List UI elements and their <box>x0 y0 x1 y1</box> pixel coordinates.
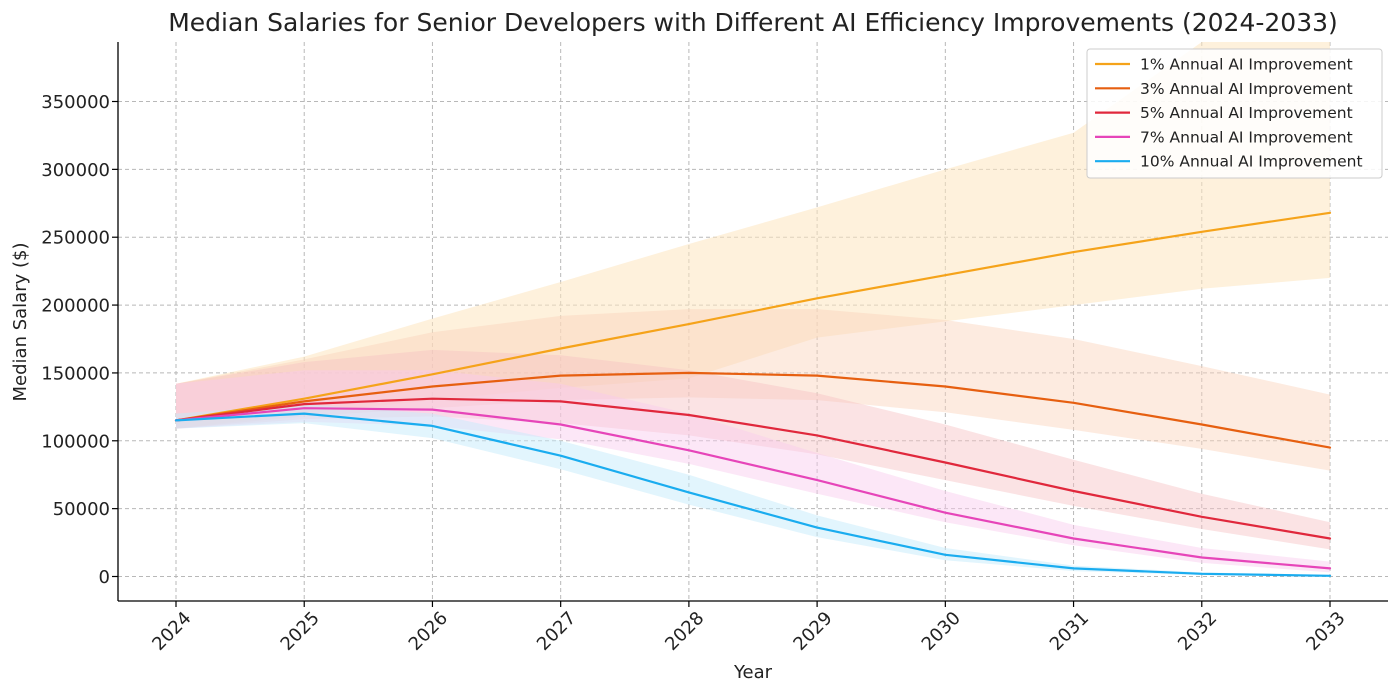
x-tick-label: 2028 <box>661 608 708 655</box>
y-tick-labels: 0 50000 100000 150000 200000 250000 300000 3500… <box>41 92 110 588</box>
x-axis-label: Year <box>733 662 773 683</box>
y-tick-label: 0 <box>99 567 110 588</box>
legend-label-4: 7% Annual AI Improvement <box>1140 128 1353 146</box>
legend-box <box>1086 48 1383 179</box>
series-line-1 <box>174 211 1332 422</box>
x-tick-label: 2033 <box>1302 608 1349 655</box>
legend-label-5: 10% Annual AI Improvement <box>1140 153 1363 171</box>
series-line-5 <box>174 412 1332 577</box>
x-tick-label: 2027 <box>533 608 580 655</box>
series-line-3 <box>174 397 1332 540</box>
legend-label-3: 5% Annual AI Improvement <box>1140 104 1353 122</box>
series-lines <box>174 211 1332 577</box>
legend-label-2: 3% Annual AI Improvement <box>1140 80 1353 98</box>
y-tick-label: 350000 <box>41 92 110 113</box>
legend: 1% Annual AI Improvement 3% Annual AI Imp… <box>1086 48 1383 179</box>
x-tick-labels: 2024 2025 2026 2027 2028 2029 2030 2031 2032 2033 <box>148 608 1349 655</box>
series-line-2 <box>174 371 1332 449</box>
x-tick-label: 2029 <box>789 608 836 655</box>
y-tick-label: 50000 <box>53 499 110 520</box>
y-tick-label: 150000 <box>41 363 110 384</box>
confidence-band-1 <box>176 42 1330 429</box>
x-tick-label: 2026 <box>405 608 452 655</box>
y-tick-label: 250000 <box>41 228 110 249</box>
x-tick-label: 2031 <box>1046 608 1093 655</box>
chart-title: Median Salaries for Senior Developers wi… <box>168 8 1338 37</box>
x-tick-label: 2025 <box>277 608 324 655</box>
legend-label-1: 1% Annual AI Improvement <box>1140 56 1353 74</box>
y-tick-label: 100000 <box>41 431 110 452</box>
x-tick-label: 2032 <box>1174 608 1221 655</box>
confidence-band-5 <box>176 404 1330 577</box>
axes <box>112 42 1388 607</box>
confidence-band-2 <box>176 309 1330 471</box>
series-line-4 <box>174 407 1332 570</box>
y-tick-label: 300000 <box>41 160 110 181</box>
y-axis-label: Median Salary ($) <box>10 243 31 402</box>
y-tick-label: 200000 <box>41 296 110 317</box>
x-tick-label: 2024 <box>148 608 195 655</box>
x-tick-label: 2030 <box>918 608 965 655</box>
